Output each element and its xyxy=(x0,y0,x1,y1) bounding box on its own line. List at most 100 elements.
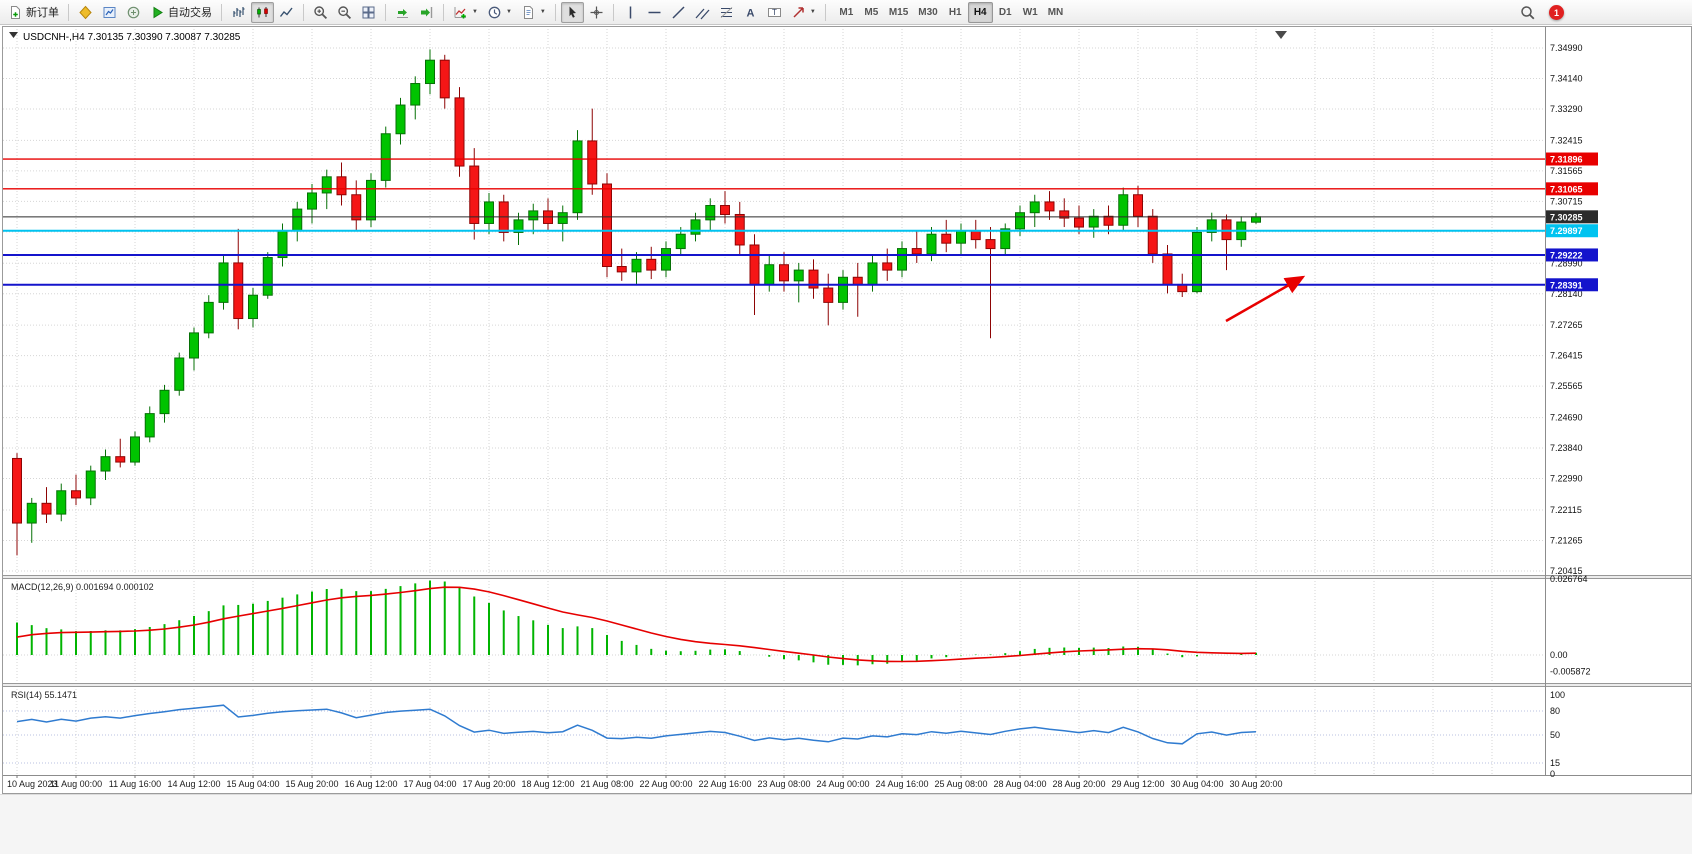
candle xyxy=(395,104,406,135)
candle xyxy=(557,212,568,224)
line-chart-mode-button[interactable] xyxy=(275,2,298,23)
zoom-out-button[interactable] xyxy=(333,2,356,23)
cursor-button[interactable] xyxy=(560,1,584,23)
candle xyxy=(380,133,391,181)
fibonacci-button[interactable] xyxy=(715,2,738,23)
candle xyxy=(174,357,185,391)
templates-button[interactable]: ▼ xyxy=(517,2,550,23)
timeframe-mn-button[interactable]: MN xyxy=(1043,2,1069,23)
new-order-button[interactable]: 新订单 xyxy=(4,2,63,23)
timeframe-m1-button[interactable]: M1 xyxy=(834,2,859,23)
vertical-line-button[interactable] xyxy=(619,2,642,23)
timeframe-m30-button[interactable]: M30 xyxy=(913,2,942,23)
line-chart-mode-icon xyxy=(279,7,293,17)
svg-text:15 Aug 20:00: 15 Aug 20:00 xyxy=(285,779,338,789)
panel-separator[interactable] xyxy=(3,575,1691,579)
svg-text:T: T xyxy=(772,8,777,17)
crosshair-button[interactable] xyxy=(585,2,608,23)
toolbar-separator xyxy=(385,3,386,21)
auto-trading-button[interactable]: 自动交易 xyxy=(146,2,216,23)
candle xyxy=(867,262,878,285)
rsi-layer xyxy=(16,704,1257,745)
trend-arrow-annotation[interactable] xyxy=(1225,275,1306,323)
candle xyxy=(528,210,539,221)
toolbar-right-group: 1 xyxy=(1516,0,1564,25)
cursor-icon xyxy=(569,6,576,18)
chart-shift-marker[interactable] xyxy=(1275,31,1287,39)
candle xyxy=(602,183,612,268)
timeframe-h1-button[interactable]: H1 xyxy=(943,2,968,23)
draw-text-button[interactable]: A xyxy=(739,2,762,23)
candle xyxy=(85,470,96,499)
rsi-line xyxy=(16,704,1257,745)
candle xyxy=(513,219,524,233)
horizontal-line-button[interactable] xyxy=(643,2,666,23)
chart-canvas[interactable]: 7.34990 7.34140 7.33290 7.32415 7.31565 7.307… xyxy=(3,27,1691,793)
price-axis[interactable]: 7.34990 7.34140 7.33290 7.32415 7.31565 7.307… xyxy=(1546,43,1598,779)
candle xyxy=(262,257,273,296)
main-toolbar: 新订单 自动交易 ▼ ▼ ▼ A T ▼ M1 M5 M15 M30 H1 H4 D1 W1 MN 1 xyxy=(0,0,1692,25)
timeframe-w1-button[interactable]: W1 xyxy=(1018,2,1043,23)
price-badge xyxy=(1546,278,1598,292)
candle xyxy=(882,262,893,271)
panel-separator[interactable] xyxy=(3,683,1691,687)
market-watch-button[interactable] xyxy=(98,2,121,23)
search-icon xyxy=(1521,6,1535,20)
navigator-icon xyxy=(127,6,140,18)
candle xyxy=(115,456,126,463)
candle xyxy=(911,248,922,255)
svg-text:7.21265: 7.21265 xyxy=(1550,535,1583,545)
candles-layer xyxy=(12,49,1261,556)
timeframe-m5-button[interactable]: M5 xyxy=(859,2,884,23)
svg-text:7.30715: 7.30715 xyxy=(1550,196,1583,206)
bottom-strip xyxy=(0,794,1692,854)
svg-text:7.26415: 7.26415 xyxy=(1550,351,1583,361)
svg-text:16 Aug 12:00: 16 Aug 12:00 xyxy=(344,779,397,789)
auto-scroll-button[interactable] xyxy=(391,2,414,23)
equidistant-channel-icon xyxy=(695,8,710,19)
one-click-trading-toggle[interactable] xyxy=(9,32,18,38)
notification-badge[interactable]: 1 xyxy=(1549,5,1564,20)
zoom-in-icon xyxy=(314,5,328,19)
navigator-button[interactable] xyxy=(122,2,145,23)
svg-text:25 Aug 08:00: 25 Aug 08:00 xyxy=(934,779,987,789)
equidistant-channel-button[interactable] xyxy=(691,2,714,23)
svg-text:24 Aug 00:00: 24 Aug 00:00 xyxy=(816,779,869,789)
svg-text:22 Aug 00:00: 22 Aug 00:00 xyxy=(639,779,692,789)
candle xyxy=(454,97,465,167)
search-button[interactable] xyxy=(1516,2,1539,23)
crosshair-icon xyxy=(590,6,603,18)
svg-text:29 Aug 12:00: 29 Aug 12:00 xyxy=(1111,779,1164,789)
trendline-button[interactable] xyxy=(667,2,690,23)
auto-scroll-icon xyxy=(397,8,408,18)
chart-shift-button[interactable] xyxy=(415,2,438,23)
timeframe-m15-button[interactable]: M15 xyxy=(884,2,913,23)
price-badge xyxy=(1546,182,1598,196)
indicators-button[interactable]: ▼ xyxy=(449,2,482,23)
candle xyxy=(572,140,583,214)
market-watch-icon xyxy=(103,6,116,18)
bar-chart-mode-button[interactable] xyxy=(227,2,250,23)
candle xyxy=(336,176,347,196)
dropdown-caret-icon: ▼ xyxy=(472,9,478,15)
metaeditor-button[interactable] xyxy=(74,2,97,23)
arrows-tool-button[interactable]: ▼ xyxy=(787,2,820,23)
svg-text:7.33290: 7.33290 xyxy=(1550,104,1583,114)
timeframe-h4-button[interactable]: H4 xyxy=(967,1,993,23)
svg-text:21 Aug 08:00: 21 Aug 08:00 xyxy=(580,779,633,789)
candlestick-mode-button[interactable] xyxy=(251,1,274,23)
periods-button[interactable]: ▼ xyxy=(483,2,516,23)
text-label-button[interactable]: T xyxy=(763,2,786,23)
candle xyxy=(1133,194,1143,217)
tile-windows-button[interactable] xyxy=(357,2,380,23)
svg-text:80: 80 xyxy=(1550,706,1560,716)
svg-text:17 Aug 04:00: 17 Aug 04:00 xyxy=(403,779,456,789)
svg-text:30 Aug 20:00: 30 Aug 20:00 xyxy=(1229,779,1282,789)
zoom-in-button[interactable] xyxy=(309,2,332,23)
candle xyxy=(56,490,67,515)
candle xyxy=(1029,201,1040,214)
candle xyxy=(41,502,52,515)
chart-window: 7.34990 7.34140 7.33290 7.32415 7.31565 7.307… xyxy=(2,26,1692,794)
timeframe-d1-button[interactable]: D1 xyxy=(993,2,1018,23)
